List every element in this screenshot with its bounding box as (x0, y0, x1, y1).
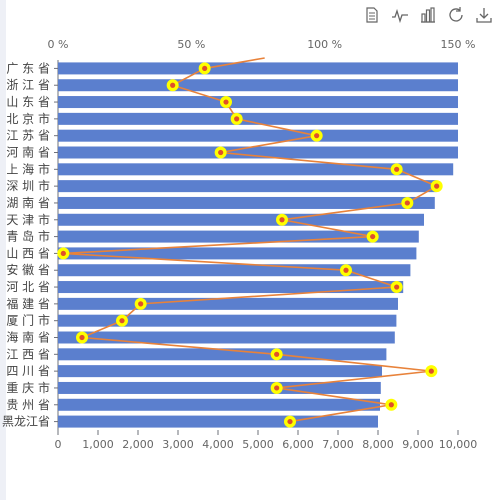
category-label: 湖 南 省 (6, 195, 50, 210)
bar-深圳市 (58, 180, 437, 193)
bar-安徽省 (58, 264, 411, 277)
category-label: 江 西 省 (6, 347, 50, 361)
bar-chart-icon[interactable] (418, 5, 438, 25)
line-point-center (234, 116, 240, 122)
line-point-center (170, 82, 176, 88)
line-point-center (274, 385, 280, 391)
category-label: 福 建 省 (6, 296, 50, 311)
bar-广东省 (58, 62, 458, 75)
bar-河南省 (58, 146, 458, 159)
bar-四川省 (58, 365, 382, 378)
line-point-center (119, 318, 125, 324)
top-axis-tick-label: 0 % (48, 38, 69, 51)
line-point-center (370, 233, 376, 240)
top-axis-tick-label: 100 % (307, 38, 342, 51)
line-point-center (60, 250, 66, 257)
x-axis-tick-label: 1,000 (82, 438, 114, 451)
bar-湖南省 (58, 196, 435, 209)
bar-天津市 (58, 213, 424, 226)
line-point-center (394, 166, 400, 172)
line-point-center (394, 284, 400, 290)
data-view-icon[interactable] (362, 5, 382, 25)
line-point-center (343, 267, 349, 273)
x-axis-tick-label: 8,000 (362, 438, 394, 451)
line-point-center (404, 200, 410, 206)
left-edge-strip (0, 0, 6, 500)
category-label: 山 东 省 (6, 95, 50, 109)
bar-江苏省 (58, 129, 458, 142)
category-label: 广 东 省 (6, 61, 50, 75)
bar-重庆市 (58, 381, 381, 394)
category-label: 山 西 省 (6, 246, 50, 260)
line-point-center (434, 183, 440, 189)
bar-厦门市 (58, 314, 397, 327)
x-axis-tick-label: 2,000 (122, 438, 154, 451)
x-axis-tick-label: 5,000 (242, 438, 274, 451)
line-point-center (218, 149, 224, 156)
x-axis-tick-label: 10,000 (439, 438, 478, 451)
x-axis-tick-label: 3,000 (162, 438, 194, 451)
category-label: 海 南 省 (6, 330, 50, 345)
category-label: 深 圳 市 (6, 178, 50, 193)
x-axis-tick-label: 7,000 (322, 438, 354, 451)
bar-北京市 (58, 112, 458, 125)
line-point-center (79, 334, 85, 341)
category-label: 河 北 省 (6, 280, 50, 294)
category-label: 天 津 市 (6, 212, 50, 227)
line-point-center (428, 368, 434, 374)
line-point-center (279, 217, 285, 223)
x-axis-tick-label: 6,000 (282, 438, 314, 451)
line-point-center (138, 301, 144, 307)
category-label: 上 海 市 (6, 161, 50, 176)
chart-toolbox (362, 5, 494, 25)
line-point-center (223, 99, 229, 105)
category-label: 江 苏 省 (6, 129, 50, 143)
bar-山西省 (58, 247, 417, 260)
bar-贵州省 (58, 398, 380, 411)
category-label: 河 南 省 (6, 145, 50, 160)
line-point-center (287, 418, 293, 425)
x-axis-tick-label: 9,000 (402, 438, 434, 451)
x-axis-tick-label: 4,000 (202, 438, 234, 451)
top-axis-tick-label: 50 % (177, 38, 205, 51)
line-point-center (388, 402, 394, 408)
category-label: 浙 江 省 (6, 78, 50, 92)
bar-海南省 (58, 331, 395, 344)
category-label: 四 川 省 (6, 364, 50, 378)
category-label: 安 徽 省 (6, 262, 50, 277)
bar-山东省 (58, 96, 458, 109)
line-chart-icon[interactable] (390, 5, 410, 25)
bar-黑龙江省 (58, 415, 378, 428)
x-axis-tick-label: 0 (55, 438, 62, 451)
category-label: 贵 州 省 (6, 398, 50, 412)
line-point-center (314, 133, 320, 139)
category-label: 重 庆 市 (6, 380, 50, 395)
save-image-icon[interactable] (474, 5, 494, 25)
line-point-center (202, 65, 208, 72)
bar-浙江省 (58, 79, 458, 92)
bar-福建省 (58, 297, 398, 310)
category-label: 厦 门 市 (6, 313, 50, 328)
bar-河北省 (58, 281, 404, 294)
category-label: 青 岛 市 (6, 229, 50, 244)
line-point-center (274, 351, 280, 357)
category-label: 黑龙江省 (2, 415, 50, 429)
top-axis-tick-label: 150 % (441, 38, 476, 51)
restore-icon[interactable] (446, 5, 466, 25)
category-label: 北 京 市 (6, 111, 50, 126)
bar-上海市 (58, 163, 454, 176)
